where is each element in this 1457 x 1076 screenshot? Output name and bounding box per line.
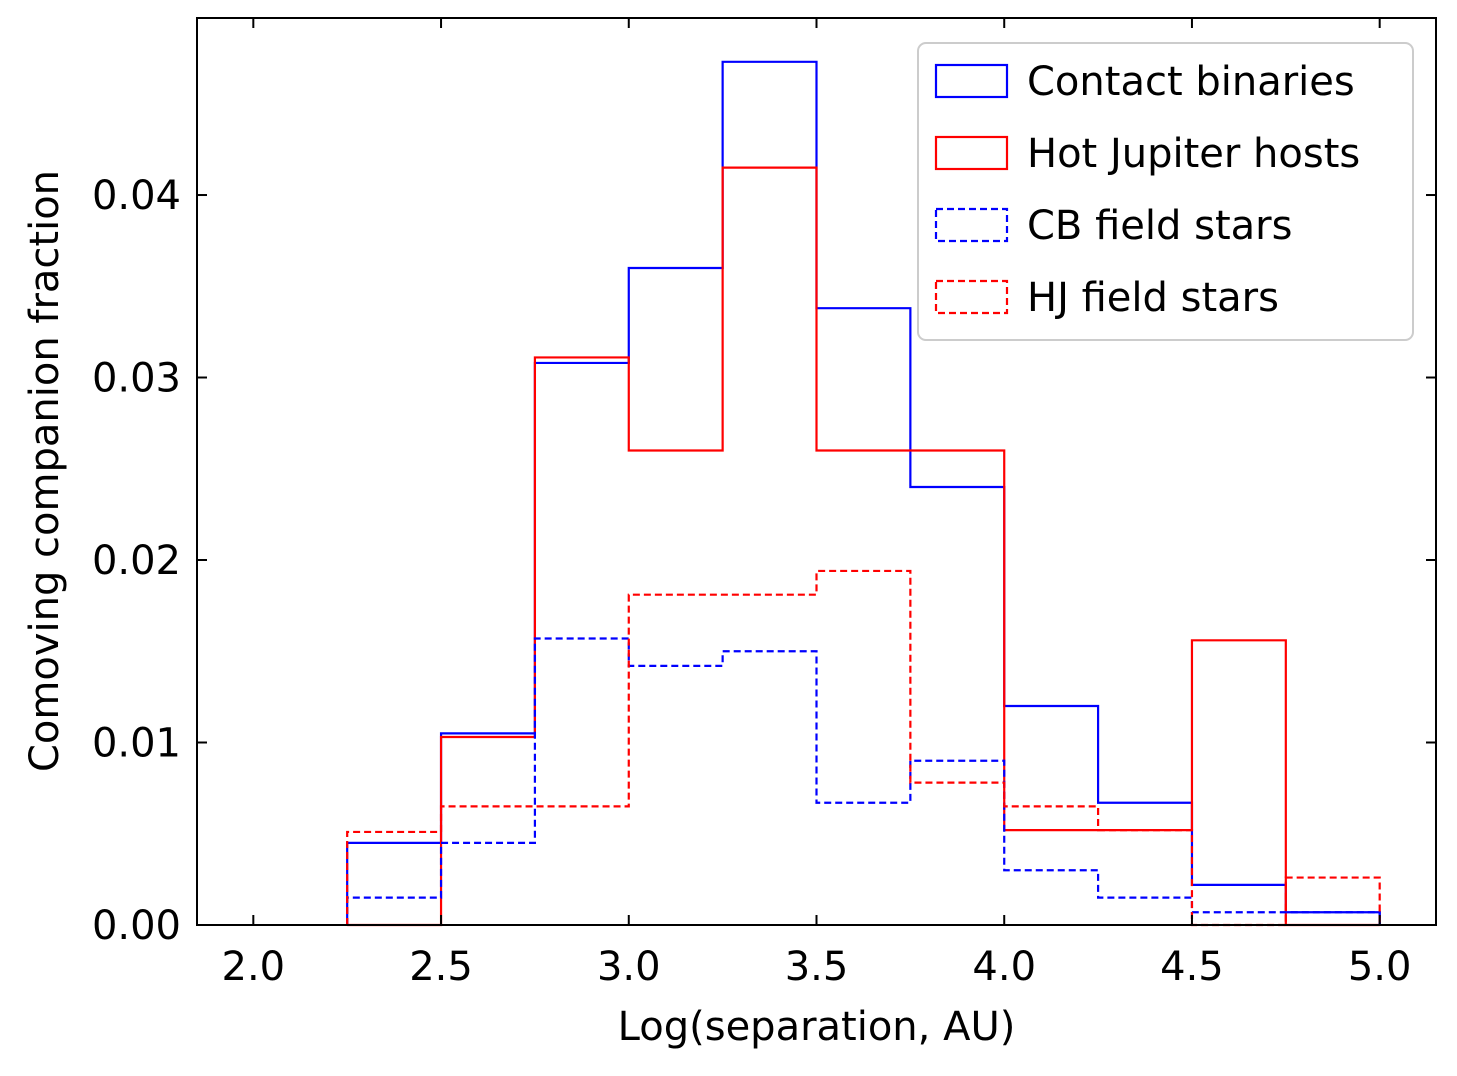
legend-label: HJ field stars [1027,275,1279,321]
y-tick-label: 0.03 [92,356,181,402]
x-tick-label: 2.5 [409,944,473,990]
y-tick-label: 0.02 [92,538,181,584]
legend-item-hj-field-stars: HJ field stars [934,275,1279,321]
legend-swatch [934,135,1009,171]
x-tick-label: 3.0 [597,944,661,990]
series-contact-binaries [346,60,1381,925]
y-tick-label: 0.04 [92,173,181,219]
x-tick-label: 5.0 [1348,944,1412,990]
legend-swatch [934,279,1009,315]
ticks-layer: 2.0 2.5 3.0 3.5 4.0 4.5 5.0 0.00 0.01 0.02 0.03 0.0… [92,18,1436,990]
x-tick-label: 3.5 [785,944,849,990]
series-hot-jupiter-hosts [347,166,1380,927]
legend-swatch [934,63,1009,99]
legend-label: Hot Jupiter hosts [1027,131,1360,177]
legend-swatch [934,207,1009,243]
legend-label: CB field stars [1027,203,1292,249]
legend: Contact binaries Hot Jupiter hosts CB fiel… [917,42,1414,341]
legend-item-cb-field-stars: CB field stars [934,203,1292,249]
x-tick-label: 4.5 [1160,944,1224,990]
y-tick-label: 0.01 [92,721,181,767]
x-tick-label: 4.0 [972,944,1036,990]
legend-frame [917,42,1414,341]
x-tick-label: 2.0 [222,944,286,990]
legend-item-hot-jupiter-hosts: Hot Jupiter hosts [934,131,1360,177]
x-axis-label: Log(separation, AU) [618,1004,1016,1050]
legend-item-contact-binaries: Contact binaries [934,59,1355,105]
y-axis-label: Comoving companion fraction [22,170,68,772]
legend-label: Contact binaries [1027,59,1355,105]
y-tick-label: 0.00 [92,903,181,949]
legend-items: Contact binaries Hot Jupiter hosts CB fiel… [934,59,1360,321]
